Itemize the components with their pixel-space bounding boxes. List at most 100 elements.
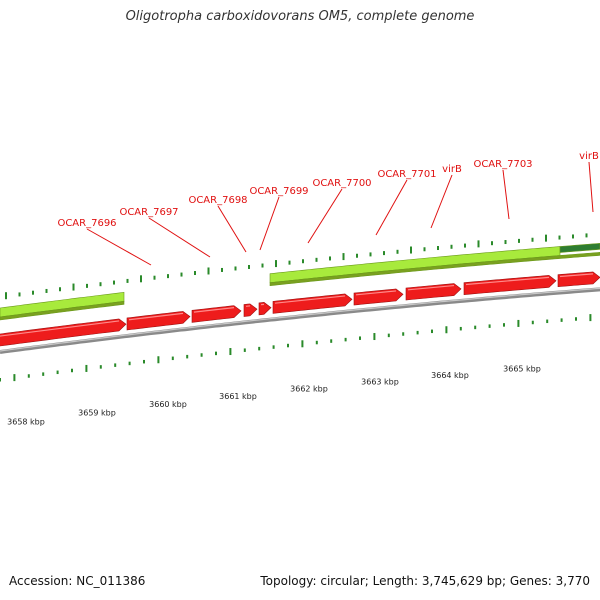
scale-tick [315, 340, 318, 345]
scale-tick [431, 329, 433, 334]
dot-mark [464, 243, 466, 248]
gene-label: OCAR_7703 [473, 159, 532, 170]
dot-mark [180, 272, 183, 277]
scale-tick [85, 364, 88, 372]
gene-label: virB [442, 164, 462, 175]
scale-tick [287, 343, 289, 348]
label-leader-line [375, 179, 408, 236]
dot-mark [572, 234, 574, 239]
dot-mark [59, 287, 61, 292]
forward-strand-genes [0, 271, 600, 347]
label-leader-line [259, 196, 280, 251]
genome-summary: Topology: circular; Length: 3,745,629 bp… [260, 574, 590, 588]
gene-highlight [559, 273, 594, 278]
scale-tick [503, 323, 505, 327]
dot-mark [99, 282, 102, 287]
dot-mark [288, 260, 291, 265]
scale-tick [387, 333, 390, 338]
scale-tick [459, 326, 462, 331]
label-leader-line [430, 174, 453, 229]
scale-tick [243, 348, 246, 352]
dot-mark [329, 256, 331, 261]
reverse-strand-track [0, 243, 600, 321]
scale-tick [0, 378, 1, 382]
highlight-block [559, 243, 600, 253]
scale-tick [200, 353, 203, 357]
dot-mark [342, 253, 345, 261]
dot-mark [113, 280, 115, 285]
dot-mark [302, 259, 304, 264]
dot-mark [356, 253, 358, 258]
forward-gene-arrow [126, 311, 191, 331]
gc-skew-dots [5, 233, 588, 300]
scale-tick [373, 333, 376, 341]
scale-label: 3664 kbp [431, 371, 469, 380]
scale-tick [575, 317, 577, 321]
dot-mark [545, 234, 547, 242]
backbone-line [0, 287, 600, 354]
gene-label: OCAR_7700 [312, 178, 371, 189]
dot-mark [315, 257, 318, 262]
scale-label: 3665 kbp [503, 365, 541, 374]
scale-label: 3659 kbp [78, 409, 116, 418]
scale-tick [517, 319, 520, 327]
dot-mark [450, 244, 453, 249]
forward-gene-arrow [191, 305, 242, 323]
gene-label: OCAR_7701 [377, 169, 436, 180]
forward-gene-arrow [0, 318, 127, 347]
genome-title: Oligotropha carboxidovorans OM5, complet… [125, 9, 475, 24]
scale-tick [157, 356, 160, 364]
gene-label: OCAR_7698 [188, 195, 247, 206]
forward-gene-arrow [272, 293, 353, 314]
scale-tick [589, 314, 592, 322]
scale-label: 3661 kbp [219, 392, 257, 401]
scale-tick [114, 363, 117, 367]
gene-highlight [465, 276, 550, 286]
scale-tick [99, 365, 102, 369]
forward-gene-arrow [353, 288, 404, 306]
scale-label: 3662 kbp [290, 385, 328, 394]
scale-tick [229, 348, 232, 356]
scale-tick [13, 374, 16, 382]
dot-mark [32, 290, 34, 295]
scale-tick [301, 340, 304, 348]
dot-mark [221, 267, 223, 272]
dot-mark [207, 267, 210, 275]
accession-label: Accession: NC_011386 [9, 574, 146, 588]
dot-mark [585, 233, 588, 238]
scale-tick [560, 318, 563, 322]
dot-mark [248, 264, 250, 269]
dot-mark [234, 266, 237, 271]
scale-tick [402, 332, 405, 336]
backbone-path [0, 287, 600, 354]
scale-tick [171, 356, 174, 361]
dot-mark [194, 271, 196, 276]
reverse-gene-block [269, 246, 561, 284]
scale-tick [531, 320, 534, 325]
scale-tick [445, 326, 448, 334]
dot-mark [410, 246, 412, 254]
dot-mark [275, 260, 277, 268]
scale-tick [344, 337, 347, 342]
gene-highlight [193, 307, 235, 313]
forward-gene-arrow [463, 275, 557, 295]
scale-label: 3663 kbp [361, 377, 399, 386]
gene-label: OCAR_7699 [249, 186, 308, 197]
dot-mark [45, 288, 48, 293]
gene-label: OCAR_7697 [119, 207, 178, 218]
scale-tick [474, 325, 477, 330]
label-leader-line [86, 228, 152, 266]
label-leader-line [148, 217, 211, 258]
dot-mark [72, 283, 75, 291]
scale-tick [186, 354, 189, 359]
forward-gene-arrow [258, 302, 272, 316]
dot-mark [518, 238, 520, 243]
gene-highlight [407, 284, 455, 291]
gene-highlight [0, 320, 120, 337]
dot-mark [18, 292, 21, 297]
dot-mark [477, 240, 480, 248]
backbone-shine [0, 287, 600, 352]
label-leader-line [307, 188, 343, 244]
dot-mark [369, 252, 372, 257]
